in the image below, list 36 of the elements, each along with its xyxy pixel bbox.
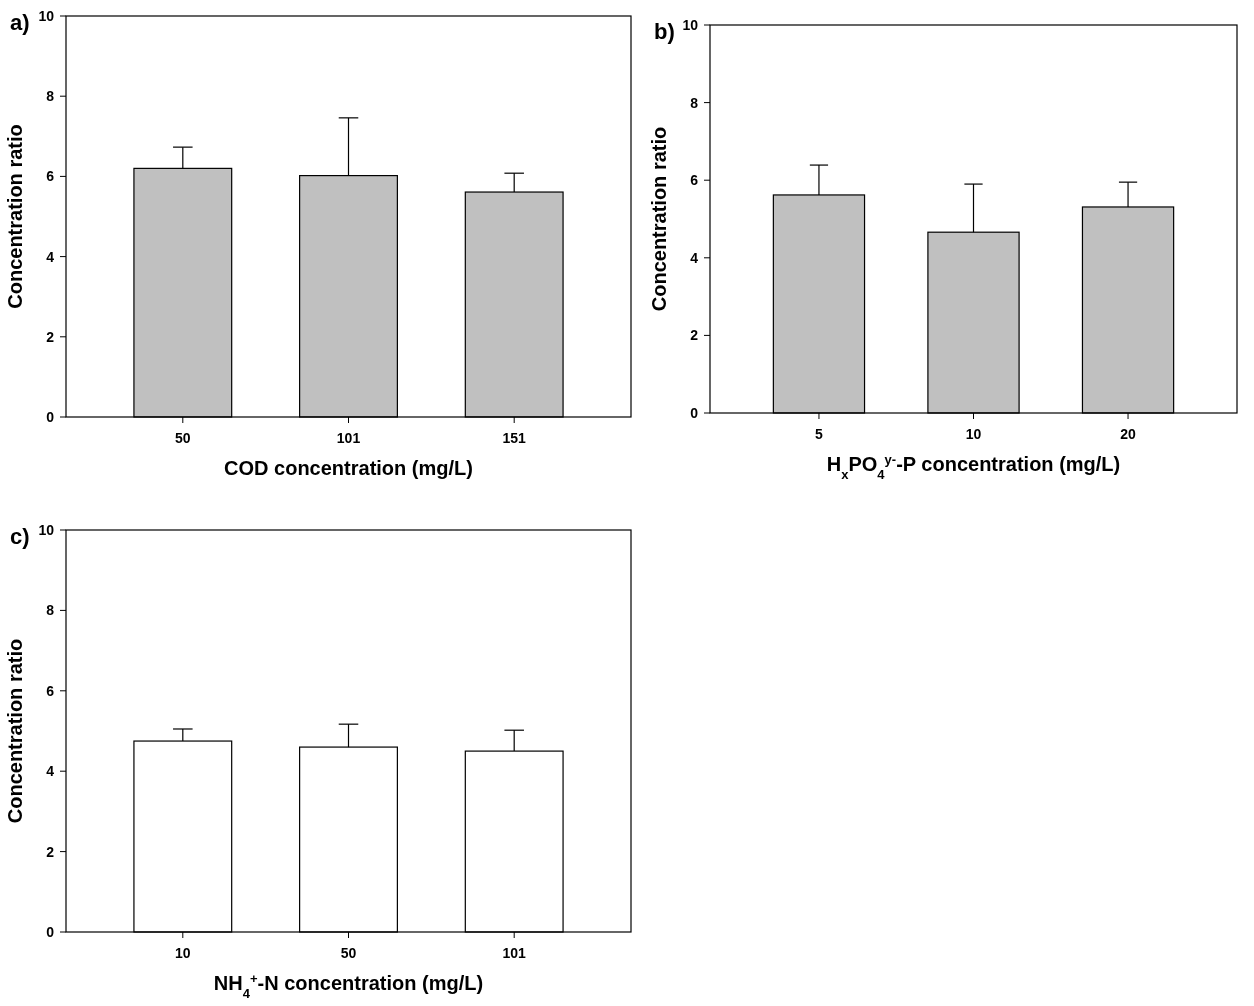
- y-axis-title: Concentration ratio: [4, 124, 26, 309]
- y-axis-title: Concentration ratio: [4, 638, 26, 824]
- y-tick-label: 4: [690, 249, 699, 266]
- x-tick-label: 20: [1120, 426, 1137, 442]
- x-tick-label: 101: [502, 945, 527, 961]
- y-tick-label: 0: [46, 408, 55, 425]
- y-tick-label: 6: [46, 682, 55, 699]
- y-tick-label: 0: [690, 404, 699, 421]
- y-tick-label: 6: [46, 168, 55, 185]
- x-tick-label: 101: [336, 430, 361, 446]
- x-axis-title: COD concentration (mg/L): [224, 457, 473, 479]
- y-tick-label: 2: [46, 328, 55, 345]
- x-tick-label: 10: [175, 945, 191, 961]
- y-tick-label: 4: [46, 763, 55, 780]
- chart-title: a): [10, 10, 30, 35]
- x-tick-label: 10: [965, 426, 982, 442]
- y-tick-label: 10: [682, 16, 699, 33]
- y-tick-label: 8: [46, 602, 55, 619]
- chart-title: c): [10, 524, 30, 549]
- y-tick-label: 4: [46, 248, 55, 265]
- x-tick-label: 151: [502, 430, 527, 446]
- y-tick-label: 10: [38, 7, 55, 24]
- y-tick-label: 2: [46, 843, 55, 860]
- y-tick-label: 2: [690, 327, 699, 344]
- y-tick-label: 0: [46, 923, 55, 940]
- y-tick-label: 6: [690, 172, 699, 189]
- y-tick-label: 8: [690, 94, 699, 111]
- x-axis-title: NH$_{4}$$^{+}$-N concentration (mg/L): [213, 970, 484, 1001]
- x-tick-label: 50: [175, 430, 191, 446]
- x-tick-label: 50: [340, 945, 357, 961]
- x-tick-label: 5: [815, 426, 824, 442]
- y-axis-title: Concentration ratio: [648, 126, 670, 312]
- y-tick-label: 8: [46, 88, 55, 105]
- chart-title: b): [654, 19, 675, 44]
- x-axis-title: H$_{x}$PO$_{4}$$^{y-}$-P concentration (mg/L): [826, 451, 1121, 482]
- y-tick-label: 10: [38, 521, 55, 538]
